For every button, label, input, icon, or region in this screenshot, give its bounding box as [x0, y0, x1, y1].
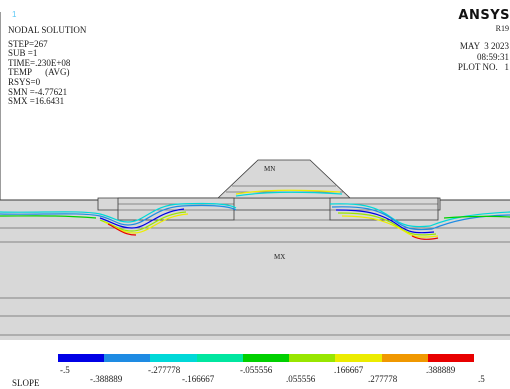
legend-swatch [242, 354, 290, 362]
legend-tick: -.388889 [90, 374, 123, 384]
legend-tick: .166667 [334, 365, 364, 375]
result-label: SLOPE [12, 378, 40, 388]
contour-legend-bar [58, 354, 474, 362]
legend-tick: .388889 [426, 365, 456, 375]
legend-swatch [335, 354, 382, 362]
smx-value: SMX =16.6431 [8, 96, 65, 107]
window-number: 1 [12, 10, 17, 19]
release-label: R19 [495, 24, 509, 33]
max-marker: MX [274, 253, 286, 261]
legend-swatch [104, 354, 151, 362]
min-marker: MN [264, 165, 276, 173]
solution-info-panel: NODAL SOLUTION STEP=267 SUB =1 TIME=.230… [8, 25, 87, 107]
temp-value: TEMP (AVG) [8, 67, 70, 78]
step-value: STEP=267 [8, 38, 48, 49]
plot-time: 08:59:31 [476, 51, 509, 62]
legend-swatch [427, 354, 474, 362]
brand-logo: ANSYS [458, 8, 510, 23]
legend-swatch [196, 354, 243, 362]
time-value: TIME=.230E+08 [8, 57, 71, 68]
legend-swatch [58, 354, 105, 362]
legend-swatch [381, 354, 428, 362]
contour-bands [0, 189, 510, 240]
plot-number: PLOT NO. 1 [457, 62, 509, 72]
legend-tick: -.277778 [148, 365, 181, 375]
rsys-value: RSYS=0 [8, 76, 41, 87]
smn-value: SMN =-4.77621 [8, 86, 68, 97]
legend-tick: .277778 [368, 374, 398, 384]
legend-tick: -.166667 [182, 374, 215, 384]
legend-tick: -.055556 [240, 365, 273, 375]
substrate-body [0, 210, 510, 340]
sub-value: SUB =1 [8, 48, 38, 59]
legend-tick: .5 [478, 374, 485, 384]
legend-tick: -.5 [60, 365, 70, 375]
legend-tick: .055556 [286, 374, 316, 384]
top-mesa [216, 159, 352, 199]
plot-meta-panel: MAY 3 2023 08:59:31 PLOT NO. 1 [458, 41, 509, 73]
legend-swatch [150, 354, 197, 362]
plot-date: MAY 3 2023 [459, 41, 509, 51]
legend-swatch [289, 354, 336, 362]
solution-title: NODAL SOLUTION [8, 25, 87, 35]
